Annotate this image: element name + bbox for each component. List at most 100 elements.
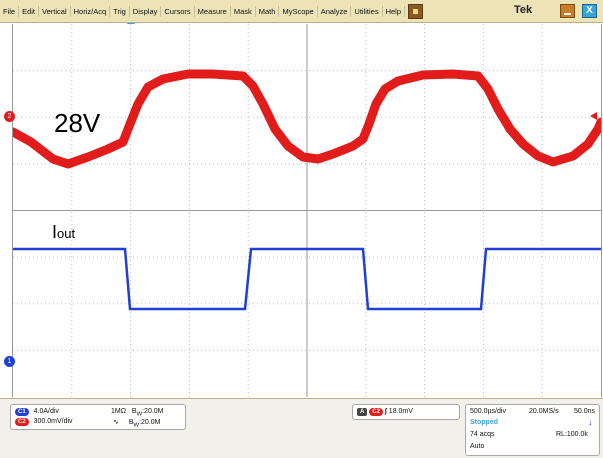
grid-dot: [483, 244, 484, 245]
grid-dot: [21, 117, 22, 118]
grid-dot: [361, 117, 362, 118]
grid-dot: [181, 257, 182, 258]
grid-dot: [229, 257, 230, 258]
menu-item-measure[interactable]: Measure: [195, 6, 231, 17]
grid-dot: [117, 117, 118, 118]
grid-dot: [317, 163, 318, 164]
grid-dot: [365, 160, 366, 161]
ch2-ground-marker[interactable]: 2: [4, 111, 15, 122]
grid-dot: [37, 117, 38, 118]
grid-dot: [241, 163, 242, 164]
close-button[interactable]: X: [582, 4, 597, 18]
grid-dot: [429, 303, 430, 304]
grid-dot: [483, 56, 484, 57]
grid-dot: [45, 257, 46, 258]
grid-dot: [542, 220, 543, 221]
horizontal-readout-box[interactable]: 500.0µs/div 20.0MS/s 50.0ns Stopped ↓ 74…: [465, 404, 600, 456]
menu-item-utilities[interactable]: Utilities: [351, 6, 382, 17]
grid-dot: [248, 184, 249, 185]
menu-item-edit[interactable]: Edit: [19, 6, 39, 17]
grid-dot: [93, 70, 94, 71]
waveform-display[interactable]: [12, 24, 602, 397]
grid-dot: [130, 384, 131, 385]
grid-dot: [181, 117, 182, 118]
ch1-chip[interactable]: C1: [15, 408, 29, 416]
grid-dot: [389, 163, 390, 164]
menu-item-file[interactable]: File: [0, 6, 19, 17]
trigger-mode-chip: A: [357, 408, 367, 416]
grid-dot: [130, 372, 131, 373]
grid-dot: [209, 350, 210, 351]
trigger-readout-box[interactable]: A C2 ∫ 18.0mV: [352, 404, 460, 420]
grid-dot: [542, 364, 543, 365]
grid-dot: [393, 257, 394, 258]
grid-dot: [248, 344, 249, 345]
grid-dot: [305, 257, 306, 258]
grid-dot: [483, 132, 484, 133]
readout-panel: C1 4.0A/div 1MΩ BW:20.0M C2 300.0mV/div …: [0, 398, 603, 458]
trigger-level-marker[interactable]: [590, 112, 597, 120]
grid-dot: [542, 44, 543, 45]
ch2-chip[interactable]: C2: [15, 418, 29, 426]
grid-dot: [71, 192, 72, 193]
grid-dot: [71, 88, 72, 89]
grid-dot: [373, 303, 374, 304]
grid-dot: [542, 120, 543, 121]
grid-dot: [425, 163, 426, 164]
menu-item-horiz-acq[interactable]: Horiz/Acq: [71, 6, 111, 17]
grid-dot: [149, 163, 150, 164]
stop-button[interactable]: [408, 4, 423, 19]
grid-dot: [71, 196, 72, 197]
grid-dot: [71, 100, 72, 101]
grid-dot: [483, 60, 484, 61]
grid-dot: [261, 350, 262, 351]
grid-dot: [189, 24, 190, 25]
menu-item-vertical[interactable]: Vertical: [39, 6, 71, 17]
grid-dot: [130, 68, 131, 69]
menu-item-myscope[interactable]: MyScope: [279, 6, 317, 17]
grid-dot: [257, 350, 258, 351]
grid-dot: [185, 163, 186, 164]
menu-item-analyze[interactable]: Analyze: [318, 6, 352, 17]
grid-dot: [173, 70, 174, 71]
ch1-ground-marker[interactable]: 1: [4, 356, 15, 367]
grid-dot: [130, 60, 131, 61]
channel-readout-box[interactable]: C1 4.0A/div 1MΩ BW:20.0M C2 300.0mV/div …: [10, 404, 186, 430]
grid-dot: [237, 303, 238, 304]
sample-rate: 20.0MS/s: [529, 408, 559, 415]
grid-dot: [113, 117, 114, 118]
grid-dot: [257, 163, 258, 164]
menu-item-mask[interactable]: Mask: [231, 6, 256, 17]
grid-dot: [542, 260, 543, 261]
grid-dot: [389, 350, 390, 351]
menu-item-math[interactable]: Math: [256, 6, 280, 17]
grid-dot: [353, 70, 354, 71]
grid-dot: [437, 257, 438, 258]
grid-dot: [445, 303, 446, 304]
grid-dot: [497, 303, 498, 304]
minimize-button[interactable]: [560, 4, 575, 18]
grid-dot: [221, 303, 222, 304]
grid-dot: [141, 70, 142, 71]
grid-dot: [424, 116, 425, 117]
grid-dot: [477, 117, 478, 118]
grid-dot: [97, 163, 98, 164]
grid-dot: [542, 272, 543, 273]
grid-dot: [424, 300, 425, 301]
grid-dot: [483, 96, 484, 97]
grid-dot: [542, 136, 543, 137]
grid-dot: [542, 316, 543, 317]
menu-item-help[interactable]: Help: [383, 6, 405, 17]
grid-dot: [424, 256, 425, 257]
grid-dot: [248, 32, 249, 33]
grid-dot: [389, 303, 390, 304]
grid-dot: [129, 257, 130, 258]
grid-dot: [161, 117, 162, 118]
grid-dot: [85, 350, 86, 351]
menu-item-trig[interactable]: Trig: [110, 6, 130, 17]
grid-dot: [365, 168, 366, 169]
menu-item-cursors[interactable]: Cursors: [161, 6, 194, 17]
grid-dot: [481, 70, 482, 71]
grid-dot: [77, 303, 78, 304]
menu-item-display[interactable]: Display: [130, 6, 162, 17]
